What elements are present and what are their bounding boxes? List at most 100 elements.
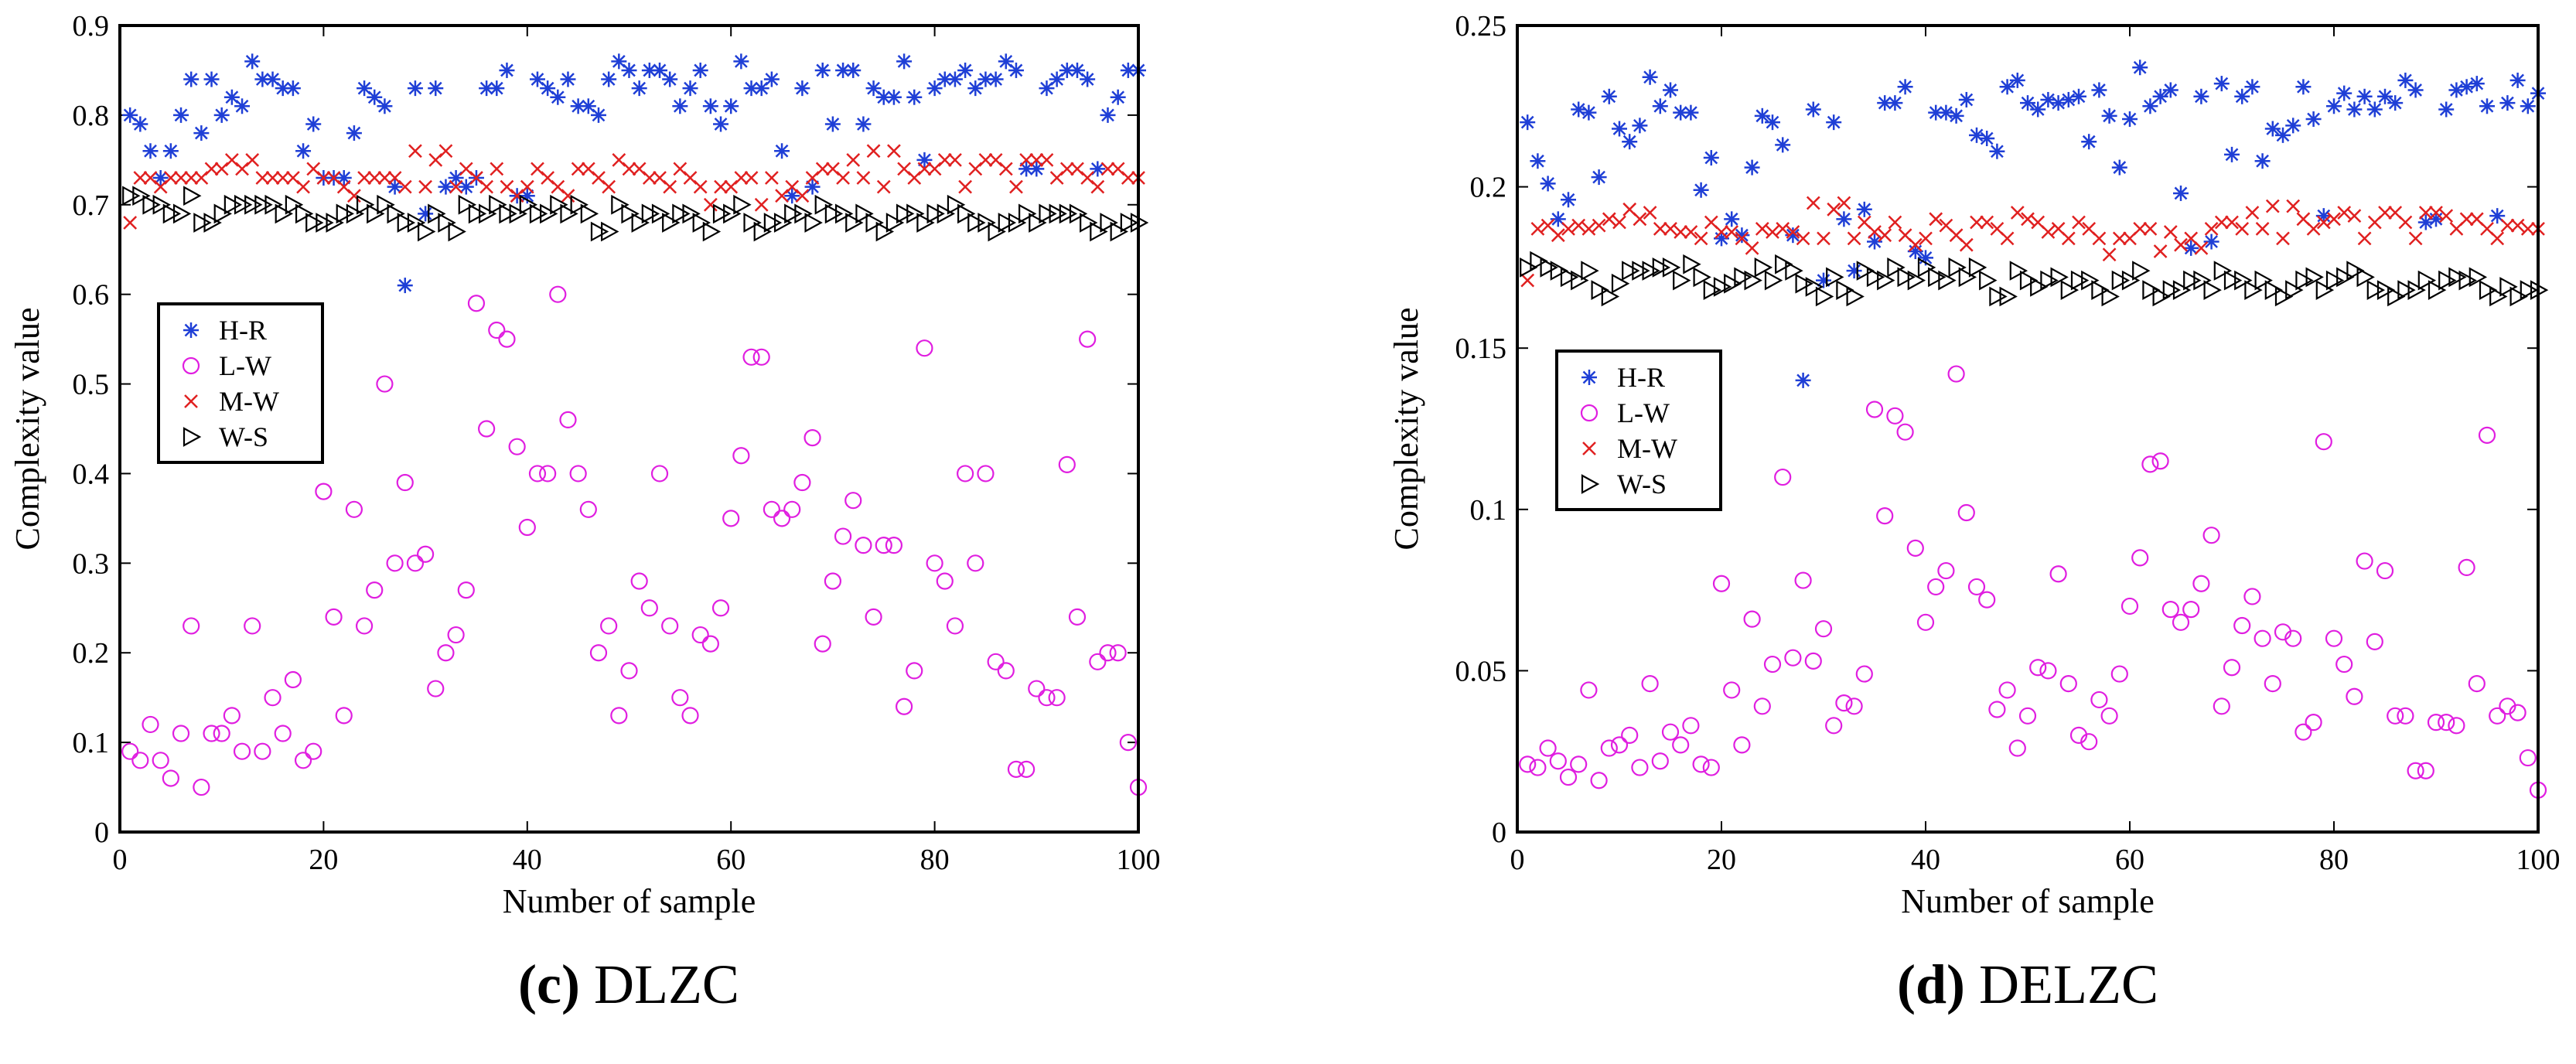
- data-point-stroke: [2204, 221, 2219, 236]
- data-point: [347, 189, 361, 203]
- data-point-stroke: [500, 179, 514, 194]
- data-point-stroke: [816, 63, 830, 77]
- data-point: [2039, 662, 2057, 680]
- data-point-stroke: [2306, 221, 2321, 236]
- data-point: [2407, 280, 2426, 300]
- data-point: [753, 221, 772, 242]
- data-point: [600, 617, 618, 635]
- data-point-stroke: [2184, 241, 2198, 255]
- data-point: [2111, 270, 2131, 291]
- data-point: [2429, 206, 2443, 220]
- data-point-stroke: [2510, 218, 2525, 233]
- data-point: [2224, 146, 2240, 162]
- data-point: [1775, 137, 1791, 153]
- data-point-stroke: [174, 108, 188, 122]
- data-point-stroke: [684, 81, 697, 95]
- data-point: [640, 599, 658, 617]
- data-point-stroke: [561, 189, 575, 203]
- data-point: [2009, 72, 2025, 88]
- data-point: [2346, 101, 2363, 118]
- data-point-stroke: [1080, 73, 1094, 86]
- data-point: [296, 179, 310, 194]
- data-point-stroke: [398, 278, 412, 292]
- data-point: [2356, 267, 2375, 288]
- data-point: [1560, 267, 1579, 288]
- data-point: [2000, 231, 2015, 246]
- data-point: [2478, 426, 2496, 444]
- data-point: [2387, 286, 2406, 307]
- x-tick-label: 20: [1707, 844, 1736, 876]
- data-point: [335, 707, 353, 725]
- data-point-stroke: [1755, 221, 1769, 236]
- data-point: [590, 221, 609, 242]
- data-point-stroke: [785, 179, 800, 194]
- data-point: [397, 278, 413, 294]
- data-point-stroke: [907, 90, 921, 104]
- data-point-stroke: [2153, 244, 2168, 258]
- data-point-stroke: [703, 197, 718, 212]
- data-point-stroke: [2021, 96, 2035, 110]
- data-point: [560, 71, 576, 87]
- series-m-w: [1520, 196, 2545, 288]
- data-point: [682, 80, 698, 97]
- data-point: [1999, 79, 2015, 95]
- data-point: [407, 213, 426, 233]
- data-point: [2479, 98, 2495, 114]
- data-point: [499, 62, 515, 78]
- data-point-stroke: [1009, 63, 1023, 77]
- data-point-stroke: [1929, 106, 1943, 120]
- data-point-stroke: [2286, 199, 2301, 213]
- data-point: [1865, 401, 1884, 418]
- data-point: [2284, 629, 2302, 647]
- data-point-stroke: [1725, 225, 1739, 239]
- data-point-stroke: [856, 171, 871, 185]
- data-point: [2509, 72, 2526, 88]
- data-point: [1008, 213, 1027, 233]
- data-point: [305, 213, 324, 233]
- data-point: [1100, 162, 1115, 176]
- data-point: [193, 213, 212, 233]
- data-point: [1530, 251, 1548, 271]
- data-point: [1059, 203, 1078, 224]
- data-point: [1916, 613, 1935, 631]
- data-point: [1643, 206, 1657, 220]
- data-point: [2060, 91, 2076, 107]
- y-tick-label: 0: [1492, 817, 1506, 849]
- data-point: [834, 203, 854, 224]
- data-point-stroke: [582, 99, 595, 113]
- data-point: [1018, 760, 1036, 778]
- data-point: [561, 189, 575, 203]
- data-point-stroke: [235, 99, 249, 113]
- data-point: [1642, 69, 1658, 85]
- data-point: [723, 203, 742, 224]
- data-point: [590, 107, 606, 123]
- data-point-stroke: [551, 179, 565, 194]
- data-point-stroke: [2256, 154, 2269, 168]
- series-l-w: [121, 285, 1148, 796]
- data-point: [2162, 280, 2182, 300]
- data-point: [693, 179, 708, 194]
- data-point-stroke: [2174, 186, 2188, 200]
- caption-letter: (c): [518, 953, 580, 1015]
- data-point-stroke: [397, 179, 412, 194]
- data-point-stroke: [846, 63, 860, 77]
- data-point: [1090, 161, 1106, 177]
- data-point-stroke: [367, 90, 381, 104]
- data-point: [569, 465, 587, 483]
- data-point-stroke: [623, 63, 636, 77]
- data-point: [610, 707, 628, 725]
- legend-label-w-s: W-S: [1617, 469, 1667, 500]
- data-point: [2489, 707, 2506, 725]
- data-point: [978, 213, 996, 233]
- data-point: [2101, 107, 2117, 124]
- data-point-stroke: [958, 63, 972, 77]
- data-point: [988, 221, 1006, 242]
- data-point: [1795, 273, 1813, 294]
- data-point: [1621, 726, 1639, 744]
- data-point-stroke: [306, 118, 320, 131]
- data-point-stroke: [2337, 87, 2351, 100]
- data-point-stroke: [897, 54, 911, 68]
- data-point: [2172, 613, 2190, 631]
- data-point: [1846, 263, 1862, 279]
- data-point: [570, 98, 586, 114]
